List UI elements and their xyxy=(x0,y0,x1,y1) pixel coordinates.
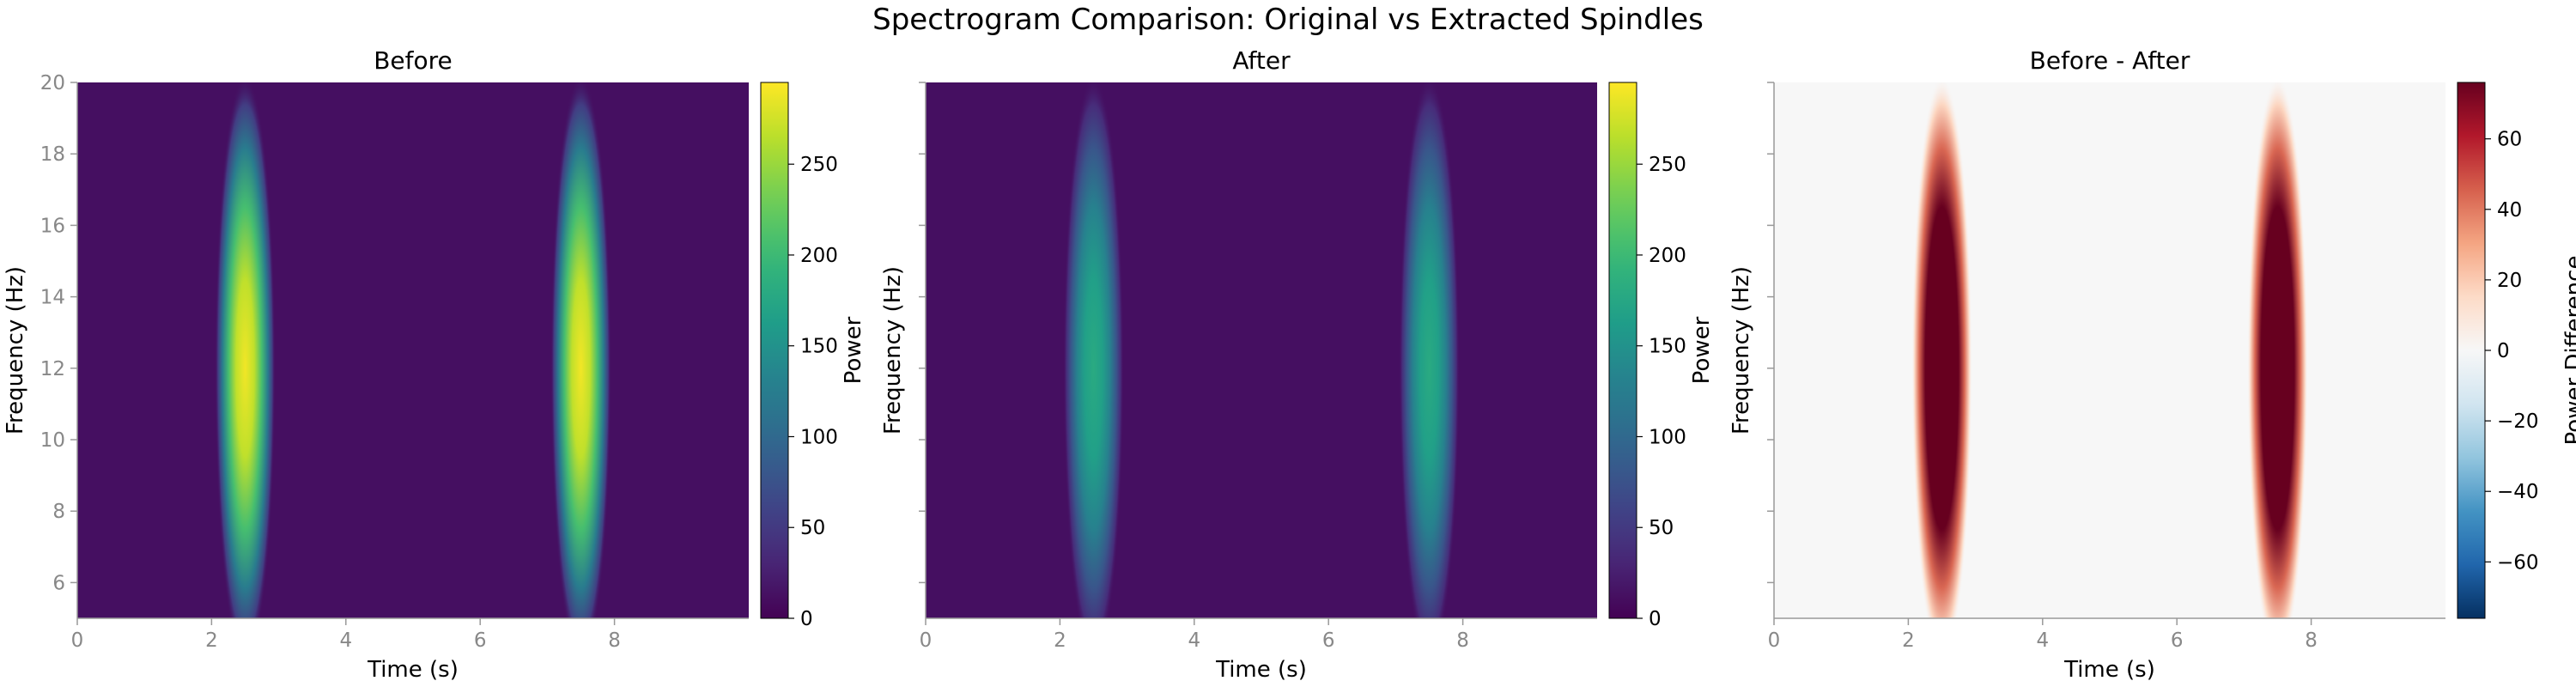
y-tick-label: 20 xyxy=(40,72,65,94)
panel-1: 0 2 4 6 8 6 8 10 12 14 16 18 20 Before Time (s) Frequen… xyxy=(3,46,866,683)
panel-3: 0 2 4 6 8 Before - After Time (s) Frequency (Hz… xyxy=(1728,46,2576,683)
y-tick-label: 16 xyxy=(40,215,65,237)
colorbar-tick-label: 50 xyxy=(800,517,825,539)
y-tick-label: 6 xyxy=(52,572,65,594)
x-axis-label: Time (s) xyxy=(2063,657,2155,683)
colorbar-tick-label: 250 xyxy=(800,154,838,176)
x-tick-label: 6 xyxy=(1322,629,1335,652)
colorbar-tick-label: 0 xyxy=(800,608,813,630)
x-tick-label: 0 xyxy=(71,629,84,652)
colorbar-tick-label: 0 xyxy=(1649,608,1662,630)
colorbar-tick-label: −40 xyxy=(2497,481,2539,503)
panel-title: After xyxy=(1232,46,1291,75)
spindle-2 xyxy=(550,82,611,618)
colorbar-tick-label: 50 xyxy=(1649,517,1674,539)
x-tick-label: 6 xyxy=(2171,629,2184,652)
panel-title: Before - After xyxy=(2030,46,2190,75)
panel-2: 0 2 4 6 8 After Time (s) Frequency (Hz) 0 50 100 15… xyxy=(880,46,1715,683)
colorbar xyxy=(1608,82,1637,619)
y-tick-label: 8 xyxy=(52,501,65,523)
colorbar-tick-label: 0 xyxy=(2497,340,2510,362)
x-tick-label: 4 xyxy=(339,629,352,652)
x-tick-label: 8 xyxy=(2305,629,2318,652)
panel-title: Before xyxy=(374,46,453,75)
y-axis-label: Frequency (Hz) xyxy=(880,266,906,435)
x-tick-label: 4 xyxy=(1188,629,1200,652)
colorbar-tick-label: 200 xyxy=(1649,245,1686,267)
x-tick-label: 8 xyxy=(1456,629,1469,652)
heatmap-background xyxy=(1774,82,2445,618)
colorbar-tick-label: 150 xyxy=(800,336,838,358)
y-tick-label: 12 xyxy=(40,358,65,380)
spindle-1 xyxy=(1063,82,1124,618)
colorbar-tick-label: 250 xyxy=(1649,154,1686,176)
colorbar-tick-label: 100 xyxy=(1649,426,1686,448)
colorbar-tick-label: 100 xyxy=(800,426,838,448)
y-tick-label: 18 xyxy=(40,143,65,166)
y-tick-label: 10 xyxy=(40,429,65,452)
spindle-1 xyxy=(1911,82,1972,618)
spindle-1 xyxy=(215,82,276,618)
colorbar-label: Power Difference xyxy=(2561,256,2576,446)
heatmap-background xyxy=(77,82,749,618)
colorbar-tick-label: −20 xyxy=(2497,410,2539,433)
figure-title: Spectrogram Comparison: Original vs Extr… xyxy=(872,3,1704,37)
spindle-2 xyxy=(1399,82,1460,618)
x-tick-label: 0 xyxy=(920,629,933,652)
colorbar-tick-label: 200 xyxy=(800,245,838,267)
x-tick-label: 0 xyxy=(1768,629,1781,652)
spindle-2 xyxy=(2247,82,2308,618)
colorbar-tick-label: −60 xyxy=(2497,551,2539,574)
heatmap-background xyxy=(926,82,1597,618)
x-tick-label: 2 xyxy=(1902,629,1915,652)
colorbar xyxy=(2457,82,2486,619)
colorbar-label: Power xyxy=(841,316,866,384)
x-axis-label: Time (s) xyxy=(367,657,459,683)
x-tick-label: 2 xyxy=(205,629,218,652)
y-axis-label: Frequency (Hz) xyxy=(3,266,28,435)
y-tick-label: 14 xyxy=(40,287,65,309)
x-tick-label: 8 xyxy=(608,629,621,652)
x-tick-label: 2 xyxy=(1054,629,1066,652)
colorbar xyxy=(760,82,789,619)
colorbar-tick-label: 20 xyxy=(2497,270,2522,292)
x-tick-label: 4 xyxy=(2036,629,2049,652)
colorbar-tick-label: 60 xyxy=(2497,129,2522,151)
colorbar-label: Power xyxy=(1689,316,1715,384)
colorbar-tick-label: 150 xyxy=(1649,336,1686,358)
colorbar-tick-label: 40 xyxy=(2497,199,2522,222)
x-axis-label: Time (s) xyxy=(1215,657,1307,683)
x-tick-label: 6 xyxy=(474,629,487,652)
y-axis-label: Frequency (Hz) xyxy=(1728,266,1754,435)
